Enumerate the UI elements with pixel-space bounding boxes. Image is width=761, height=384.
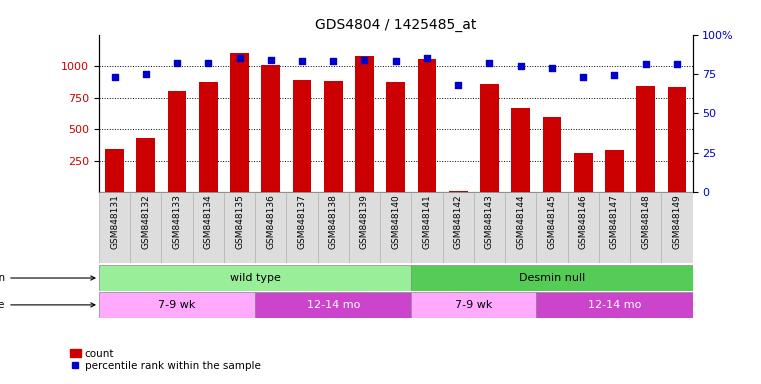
Text: genotype/variation: genotype/variation bbox=[0, 273, 95, 283]
Point bbox=[171, 60, 183, 66]
Bar bbox=[568, 192, 599, 263]
Bar bbox=[199, 83, 218, 192]
Point bbox=[109, 74, 121, 80]
Bar bbox=[136, 138, 155, 192]
Legend: count, percentile rank within the sample: count, percentile rank within the sample bbox=[66, 344, 265, 375]
Point bbox=[390, 58, 402, 65]
Point bbox=[327, 58, 339, 65]
Text: GSM848131: GSM848131 bbox=[110, 194, 119, 249]
Bar bbox=[661, 192, 693, 263]
Text: GSM848141: GSM848141 bbox=[422, 194, 431, 249]
Text: GSM848140: GSM848140 bbox=[391, 194, 400, 249]
Text: GSM848134: GSM848134 bbox=[204, 194, 213, 249]
Bar bbox=[99, 292, 255, 318]
Bar bbox=[636, 86, 655, 192]
Point bbox=[546, 65, 558, 71]
Text: GSM848132: GSM848132 bbox=[142, 194, 150, 249]
Point bbox=[202, 60, 215, 66]
Bar bbox=[443, 192, 474, 263]
Bar bbox=[99, 192, 130, 263]
Text: GSM848143: GSM848143 bbox=[485, 194, 494, 249]
Bar bbox=[167, 91, 186, 192]
Bar bbox=[599, 192, 630, 263]
Bar bbox=[130, 192, 161, 263]
Text: GSM848138: GSM848138 bbox=[329, 194, 338, 249]
Text: GSM848147: GSM848147 bbox=[610, 194, 619, 249]
Bar bbox=[230, 53, 249, 192]
Bar bbox=[418, 59, 436, 192]
Text: Desmin null: Desmin null bbox=[519, 273, 585, 283]
Bar bbox=[255, 192, 286, 263]
Bar bbox=[412, 265, 693, 291]
Bar bbox=[480, 84, 498, 192]
Bar bbox=[349, 192, 380, 263]
Text: GSM848144: GSM848144 bbox=[516, 194, 525, 249]
Point bbox=[421, 55, 433, 61]
Bar bbox=[543, 117, 562, 192]
Bar bbox=[449, 191, 467, 192]
Bar bbox=[574, 153, 593, 192]
Point bbox=[140, 71, 152, 77]
Title: GDS4804 / 1425485_at: GDS4804 / 1425485_at bbox=[315, 18, 476, 32]
Bar bbox=[474, 192, 505, 263]
Bar bbox=[105, 149, 124, 192]
Point bbox=[234, 55, 246, 61]
Text: GSM848142: GSM848142 bbox=[454, 194, 463, 249]
Text: GSM848133: GSM848133 bbox=[173, 194, 182, 249]
Bar bbox=[605, 151, 624, 192]
Bar bbox=[387, 82, 405, 192]
Point bbox=[577, 74, 589, 80]
Point bbox=[265, 57, 277, 63]
Text: 12-14 mo: 12-14 mo bbox=[587, 300, 641, 310]
Bar bbox=[412, 292, 537, 318]
Text: GSM848148: GSM848148 bbox=[642, 194, 650, 249]
Text: 7-9 wk: 7-9 wk bbox=[455, 300, 492, 310]
Bar bbox=[355, 56, 374, 192]
Point bbox=[452, 82, 464, 88]
Bar bbox=[667, 87, 686, 192]
Bar bbox=[505, 192, 537, 263]
Point bbox=[608, 73, 620, 79]
Bar bbox=[99, 265, 412, 291]
Text: wild type: wild type bbox=[230, 273, 281, 283]
Text: GSM848137: GSM848137 bbox=[298, 194, 307, 249]
Bar bbox=[317, 192, 349, 263]
Text: age: age bbox=[0, 300, 95, 310]
Bar bbox=[193, 192, 224, 263]
Text: GSM848149: GSM848149 bbox=[673, 194, 681, 249]
Bar bbox=[261, 65, 280, 192]
Text: GSM848136: GSM848136 bbox=[266, 194, 275, 249]
Bar bbox=[255, 292, 412, 318]
Text: 7-9 wk: 7-9 wk bbox=[158, 300, 196, 310]
Text: GSM848139: GSM848139 bbox=[360, 194, 369, 249]
Bar bbox=[293, 80, 311, 192]
Bar bbox=[412, 192, 443, 263]
Point bbox=[296, 58, 308, 65]
Text: GSM848145: GSM848145 bbox=[547, 194, 556, 249]
Text: GSM848135: GSM848135 bbox=[235, 194, 244, 249]
Point bbox=[358, 57, 371, 63]
Text: GSM848146: GSM848146 bbox=[578, 194, 587, 249]
Point bbox=[483, 60, 495, 66]
Bar bbox=[511, 108, 530, 192]
Bar bbox=[537, 292, 693, 318]
Bar bbox=[630, 192, 661, 263]
Bar bbox=[380, 192, 412, 263]
Bar bbox=[537, 192, 568, 263]
Point bbox=[514, 63, 527, 69]
Bar bbox=[286, 192, 317, 263]
Bar bbox=[224, 192, 255, 263]
Text: 12-14 mo: 12-14 mo bbox=[307, 300, 360, 310]
Point bbox=[639, 61, 651, 68]
Bar bbox=[161, 192, 193, 263]
Point bbox=[670, 61, 683, 68]
Bar bbox=[324, 81, 342, 192]
